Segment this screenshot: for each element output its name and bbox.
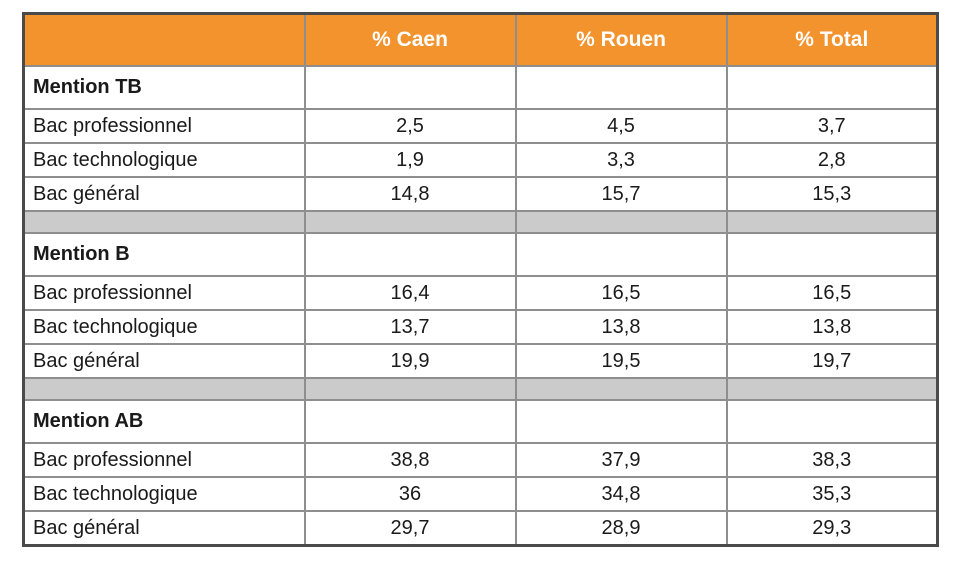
row-value: 16,5 [514,275,728,311]
row-value: 15,7 [514,176,728,212]
empty-cell [514,232,728,277]
row-value: 19,9 [303,343,517,379]
row-value: 15,3 [725,176,939,212]
section-title: Mention AB [22,399,306,444]
table-row: Bac professionnel 16,4 16,5 16,5 [22,275,939,311]
row-value: 36 [303,476,517,512]
empty-cell [303,232,517,277]
empty-cell [303,399,517,444]
row-label: Bac professionnel [22,275,306,311]
row-value: 3,3 [514,142,728,178]
row-label: Bac professionnel [22,108,306,144]
row-label: Bac général [22,176,306,212]
empty-cell [725,399,939,444]
row-value: 13,8 [725,309,939,345]
separator-cell [22,210,306,234]
table-row: Bac professionnel 38,8 37,9 38,3 [22,442,939,478]
header-row: % Caen % Rouen % Total [22,12,939,67]
section-title-row: Mention B [22,232,939,277]
row-value: 38,3 [725,442,939,478]
row-value: 37,9 [514,442,728,478]
row-value: 29,3 [725,510,939,547]
row-label: Bac général [22,343,306,379]
table-row: Bac professionnel 2,5 4,5 3,7 [22,108,939,144]
table-row: Bac technologique 1,9 3,3 2,8 [22,142,939,178]
row-value: 19,5 [514,343,728,379]
row-value: 13,7 [303,309,517,345]
row-label: Bac technologique [22,476,306,512]
row-value: 29,7 [303,510,517,547]
table-row: Bac général 29,7 28,9 29,3 [22,510,939,547]
row-value: 13,8 [514,309,728,345]
row-value: 14,8 [303,176,517,212]
row-value: 1,9 [303,142,517,178]
section-title-row: Mention AB [22,399,939,444]
empty-cell [514,65,728,110]
row-label: Bac technologique [22,142,306,178]
empty-cell [303,65,517,110]
header-cell-rouen: % Rouen [514,12,728,67]
separator-cell [514,377,728,401]
row-value: 3,7 [725,108,939,144]
row-value: 16,4 [303,275,517,311]
section-title-row: Mention TB [22,65,939,110]
table-row: Bac technologique 13,7 13,8 13,8 [22,309,939,345]
table-header: % Caen % Rouen % Total [22,12,939,67]
row-value: 35,3 [725,476,939,512]
row-label: Bac général [22,510,306,547]
header-cell-empty [22,12,306,67]
row-value: 16,5 [725,275,939,311]
section-title: Mention TB [22,65,306,110]
separator-cell [514,210,728,234]
empty-cell [725,65,939,110]
empty-cell [514,399,728,444]
row-value: 38,8 [303,442,517,478]
row-label: Bac professionnel [22,442,306,478]
row-value: 4,5 [514,108,728,144]
row-label: Bac technologique [22,309,306,345]
row-value: 2,5 [303,108,517,144]
row-value: 34,8 [514,476,728,512]
row-value: 19,7 [725,343,939,379]
table-row: Bac technologique 36 34,8 35,3 [22,476,939,512]
row-value: 2,8 [725,142,939,178]
header-cell-total: % Total [725,12,939,67]
table-row: Bac général 14,8 15,7 15,3 [22,176,939,212]
empty-cell [725,232,939,277]
row-value: 28,9 [514,510,728,547]
separator-row [22,377,939,401]
section-title: Mention B [22,232,306,277]
mentions-table: % Caen % Rouen % Total Mention TB Bac pro… [22,12,939,547]
separator-cell [725,210,939,234]
separator-cell [303,377,517,401]
separator-row [22,210,939,234]
header-cell-caen: % Caen [303,12,517,67]
separator-cell [303,210,517,234]
separator-cell [725,377,939,401]
table-row: Bac général 19,9 19,5 19,7 [22,343,939,379]
table-body: Mention TB Bac professionnel 2,5 4,5 3,7 Bac … [22,65,939,547]
separator-cell [22,377,306,401]
